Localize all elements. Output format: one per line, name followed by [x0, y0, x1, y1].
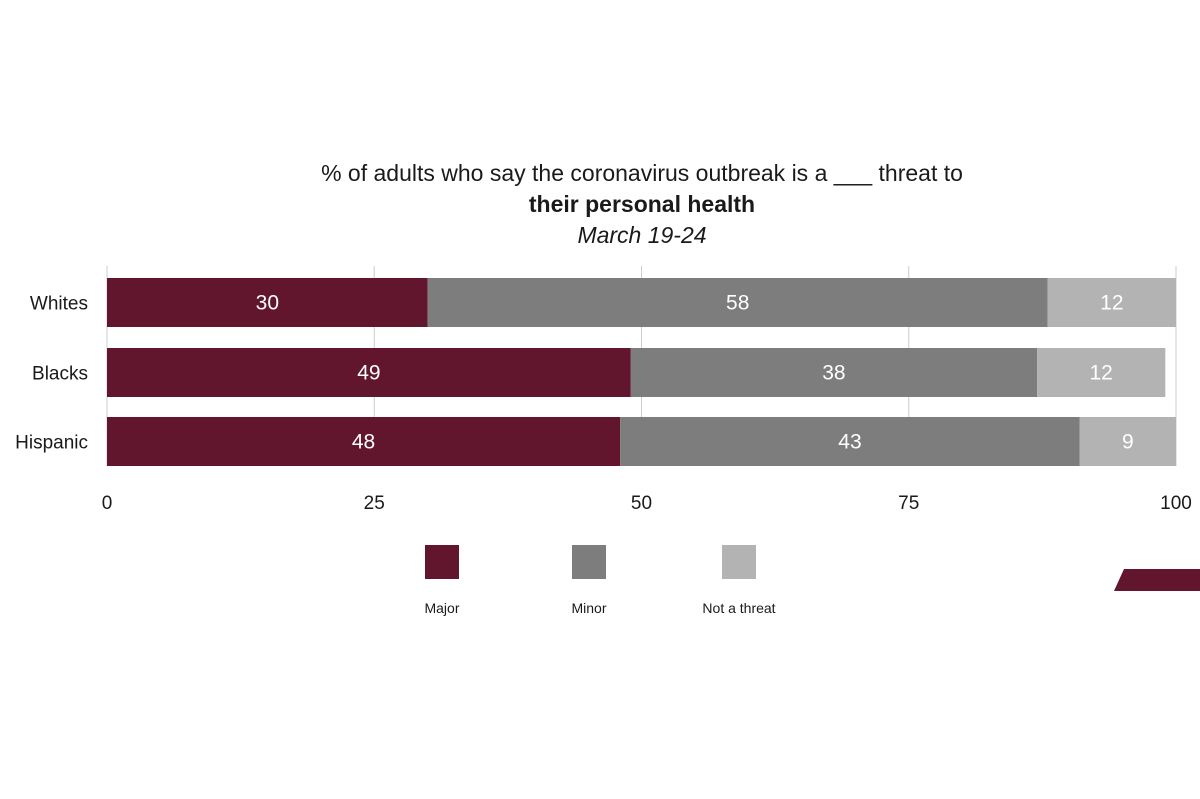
chart-date: March 19-24: [577, 222, 707, 248]
bar-hispanic-not-a-threat: [1079, 417, 1176, 466]
legend: Major Minor Not a threat: [424, 545, 776, 616]
bar-blacks-minor: [630, 348, 1038, 397]
bar-blacks-major: [107, 348, 631, 397]
bar-blacks-not-a-threat: [1037, 348, 1166, 397]
bar-whites-not-a-threat: [1047, 278, 1176, 327]
x-axis-ticks: 0 25 50 75 100: [102, 493, 1192, 514]
bar-hispanic-major: [107, 417, 621, 466]
category-label-hispanic: Hispanic: [15, 433, 88, 454]
legend-swatch-major: [425, 545, 459, 579]
legend-label-minor: Minor: [571, 600, 606, 616]
category-labels: Whites Blacks Hispanic: [15, 294, 88, 454]
bar-value-label: 9: [1122, 431, 1134, 454]
bar-value-label: 12: [1100, 292, 1123, 315]
category-label-whites: Whites: [30, 294, 88, 315]
bar-value-label: 43: [838, 431, 861, 454]
chart-title-block: % of adults who say the coronavirus outb…: [0, 158, 1200, 251]
x-tick-label-25: 25: [364, 493, 385, 514]
x-tick-label-100: 100: [1160, 493, 1192, 514]
bar-hispanic-minor: [620, 417, 1080, 466]
legend-label-major: Major: [424, 600, 459, 616]
x-tick-label-75: 75: [898, 493, 919, 514]
bar-value-label: 30: [256, 292, 279, 315]
bar-value-label: 49: [357, 362, 380, 385]
x-tick-label-50: 50: [631, 493, 652, 514]
bar-whites-minor: [427, 278, 1048, 327]
chart-title: % of adults who say the coronavirus outb…: [321, 160, 963, 186]
legend-label-not-a-threat: Not a threat: [702, 600, 775, 616]
bar-value-label: 12: [1089, 362, 1112, 385]
bar-value-label: 48: [352, 431, 375, 454]
chart-subtitle: their personal health: [528, 191, 756, 217]
bar-whites-major: [107, 278, 428, 327]
x-tick-label-0: 0: [102, 493, 113, 514]
bars: 30 58 12 49 38 12 48 43 9: [107, 278, 1176, 466]
category-label-blacks: Blacks: [32, 364, 88, 385]
bar-value-label: 58: [726, 292, 749, 315]
legend-swatch-minor: [572, 545, 606, 579]
legend-swatch-not-a-threat: [722, 545, 756, 579]
bar-value-label: 38: [822, 362, 845, 385]
decorative-corner-shape: [1114, 569, 1200, 591]
